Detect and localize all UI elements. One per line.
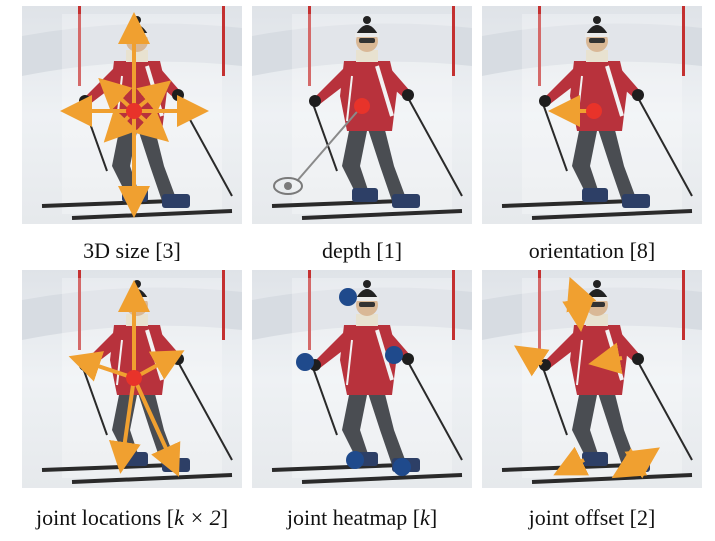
- joint-arrows: [68, 280, 185, 477]
- caption-joint-offset: joint offset [2]: [528, 505, 656, 530]
- skier-image-orientation: [482, 6, 702, 224]
- offset-arrow-head: [562, 297, 595, 332]
- caption-depth: depth [1]: [321, 238, 403, 263]
- caption-3d-size: 3D size [3]: [83, 238, 181, 263]
- offset-arrow-head-up: [566, 276, 597, 313]
- joint-dot-right-foot: [393, 458, 411, 476]
- skier-image-3d-size: [22, 6, 242, 224]
- panel-joint-offset: [482, 270, 702, 488]
- joint-dot-left-hand: [296, 353, 314, 371]
- panel-joint-heatmap: [252, 270, 472, 488]
- joint-dot-right-hand: [385, 346, 403, 364]
- panel-joint-locations: [22, 270, 242, 488]
- caption-joint-locations: joint locations [k × 2]: [35, 505, 229, 530]
- eye-icon: [273, 177, 303, 195]
- arrow-left-hand: [68, 351, 135, 382]
- panel-3d-size: [22, 6, 242, 224]
- joint-dot-head: [339, 288, 357, 306]
- panel-depth: [252, 6, 472, 224]
- offset-arrow-right-foot-back: [611, 447, 648, 479]
- skier-image-depth: [252, 6, 472, 224]
- panel-orientation: [482, 6, 702, 224]
- depth-line: [296, 105, 363, 182]
- center-dot: [126, 370, 142, 386]
- skier-image-joint-offset: [482, 270, 702, 488]
- skier-image-joint-heatmap: [252, 270, 472, 488]
- skier-image-joint-locations: [22, 270, 242, 488]
- center-dot: [586, 103, 602, 119]
- center-dot: [354, 98, 370, 114]
- caption-orientation: orientation [8]: [528, 238, 656, 263]
- joint-dot-left-foot: [346, 451, 364, 469]
- offset-arrow-right-hand: [588, 342, 623, 375]
- offset-arrows: [514, 276, 660, 479]
- center-dot: [126, 103, 142, 119]
- offset-arrow-left-hand: [514, 345, 550, 377]
- caption-joint-heatmap: joint heatmap [k]: [286, 505, 438, 530]
- arrow-right-foot: [132, 377, 181, 477]
- arrow-left-foot: [108, 377, 141, 474]
- offset-arrow-left-foot: [553, 446, 590, 476]
